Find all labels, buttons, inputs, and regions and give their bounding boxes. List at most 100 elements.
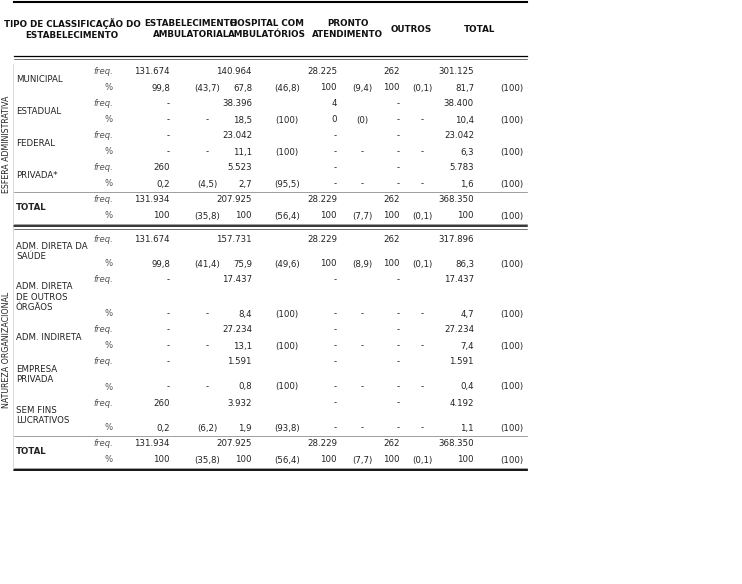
Text: -: - [361,310,364,318]
Text: (93,8): (93,8) [275,423,300,433]
Text: -: - [334,357,337,367]
Text: -: - [206,148,209,157]
Text: 0,4: 0,4 [460,383,474,391]
Text: -: - [397,398,400,408]
Text: -: - [397,325,400,335]
Text: %: % [105,456,113,464]
Text: %: % [105,148,113,157]
Text: -: - [206,342,209,350]
Text: 0,8: 0,8 [238,383,252,391]
Text: -: - [361,342,364,350]
Text: 100: 100 [458,456,474,464]
Text: 4,7: 4,7 [460,310,474,318]
Text: 4.192: 4.192 [450,398,474,408]
Text: (41,4): (41,4) [194,259,220,269]
Text: -: - [334,276,337,284]
Text: -: - [334,325,337,335]
Text: ADM. DIRETA
DE OUTROS
ÓRGÃOS: ADM. DIRETA DE OUTROS ÓRGÃOS [16,281,73,312]
Text: 27.234: 27.234 [222,325,252,335]
Text: (100): (100) [275,116,298,124]
Text: (0,1): (0,1) [412,456,432,464]
Text: (100): (100) [500,211,524,221]
Text: TOTAL: TOTAL [16,203,47,213]
Text: -: - [397,310,400,318]
Text: 131.934: 131.934 [134,196,170,204]
Text: %: % [105,84,113,92]
Text: -: - [334,310,337,318]
Text: 368.350: 368.350 [439,440,474,449]
Text: -: - [334,148,337,157]
Text: 27.234: 27.234 [444,325,474,335]
Text: -: - [397,116,400,124]
Text: ADM. INDIRETA: ADM. INDIRETA [16,333,82,342]
Text: 100: 100 [235,456,252,464]
Text: -: - [361,383,364,391]
Text: -: - [206,116,209,124]
Text: SEM FINS
LUCRATIVOS: SEM FINS LUCRATIVOS [16,406,69,425]
Text: 38.396: 38.396 [222,99,252,109]
Text: freq.: freq. [93,325,113,335]
Text: -: - [397,276,400,284]
Text: -: - [334,179,337,189]
Text: (8,9): (8,9) [352,259,372,269]
Text: ESTADUAL: ESTADUAL [16,107,61,116]
Text: %: % [105,342,113,350]
Text: -: - [206,383,209,391]
Text: -: - [397,99,400,109]
Text: -: - [397,164,400,172]
Text: 100: 100 [154,456,170,464]
Text: %: % [105,179,113,189]
Text: 1,6: 1,6 [460,179,474,189]
Text: 1,9: 1,9 [238,423,252,433]
Text: 301.125: 301.125 [439,68,474,77]
Text: -: - [421,148,424,157]
Text: freq.: freq. [93,164,113,172]
Text: 99,8: 99,8 [151,259,170,269]
Text: 2,7: 2,7 [238,179,252,189]
Text: 100: 100 [384,211,400,221]
Text: 100: 100 [321,259,337,269]
Text: 86,3: 86,3 [455,259,474,269]
Text: 17.437: 17.437 [222,276,252,284]
Text: (100): (100) [275,148,298,157]
Text: 100: 100 [458,211,474,221]
Text: 262: 262 [384,235,400,244]
Text: TOTAL: TOTAL [16,447,47,457]
Text: (95,5): (95,5) [275,179,300,189]
Text: freq.: freq. [93,276,113,284]
Text: -: - [421,342,424,350]
Text: 100: 100 [321,456,337,464]
Text: PRONTO
ATENDIMENTO: PRONTO ATENDIMENTO [312,19,384,39]
Text: -: - [397,357,400,367]
Text: (49,6): (49,6) [275,259,300,269]
Text: 100: 100 [384,259,400,269]
Text: (100): (100) [500,310,524,318]
Text: EMPRESA
PRIVADA: EMPRESA PRIVADA [16,364,57,384]
Text: (0,1): (0,1) [412,259,432,269]
Text: 3.932: 3.932 [228,398,252,408]
Text: 10,4: 10,4 [455,116,474,124]
Text: (0,1): (0,1) [412,211,432,221]
Text: MUNICIPAL: MUNICIPAL [16,75,62,85]
Text: 100: 100 [321,84,337,92]
Text: -: - [167,131,170,141]
Text: (0,1): (0,1) [412,84,432,92]
Text: (56,4): (56,4) [274,211,300,221]
Text: (100): (100) [500,259,524,269]
Text: 317.896: 317.896 [439,235,474,244]
Text: -: - [421,423,424,433]
Text: 5.783: 5.783 [450,164,474,172]
Text: 207.925: 207.925 [217,196,252,204]
Text: 262: 262 [384,440,400,449]
Text: -: - [206,310,209,318]
Text: ESTABELECIMENTO
AMBULATORIAL: ESTABELECIMENTO AMBULATORIAL [145,19,237,39]
Text: 0,2: 0,2 [157,423,170,433]
Text: -: - [421,179,424,189]
Text: 100: 100 [154,211,170,221]
Text: 6,3: 6,3 [460,148,474,157]
Text: (7,7): (7,7) [352,456,372,464]
Text: 1.591: 1.591 [450,357,474,367]
Text: (46,8): (46,8) [274,84,300,92]
Text: 100: 100 [384,84,400,92]
Text: -: - [421,310,424,318]
